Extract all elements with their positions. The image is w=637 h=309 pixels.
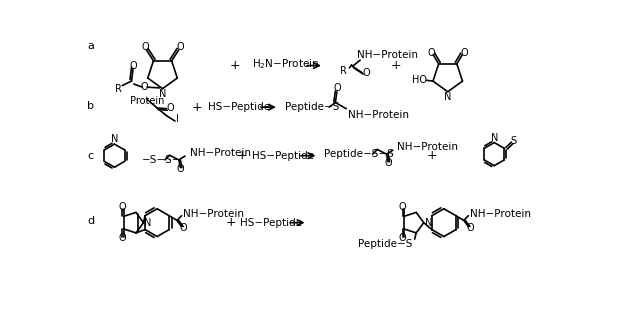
Text: NH−Protein: NH−Protein <box>183 209 244 219</box>
Text: Peptide−S: Peptide−S <box>358 239 412 249</box>
Text: H$_2$N−Protein: H$_2$N−Protein <box>252 57 319 71</box>
Text: Peptide−S: Peptide−S <box>285 102 340 112</box>
Text: d: d <box>87 216 94 226</box>
Text: NH−Protein: NH−Protein <box>470 209 531 219</box>
Text: N: N <box>159 89 166 99</box>
Text: O: O <box>129 61 137 70</box>
Text: O: O <box>176 164 184 174</box>
Text: +: + <box>225 216 236 229</box>
Text: Peptide−S−S: Peptide−S−S <box>324 149 394 159</box>
Text: N: N <box>111 134 118 145</box>
Text: R: R <box>340 66 347 76</box>
Text: O: O <box>118 202 126 212</box>
Text: O: O <box>166 103 174 113</box>
Text: NH−Protein: NH−Protein <box>357 50 418 60</box>
Text: O: O <box>399 202 406 212</box>
Text: O: O <box>141 42 148 52</box>
Text: +: + <box>390 59 401 72</box>
Text: NH−Protein: NH−Protein <box>397 142 459 152</box>
Text: +: + <box>427 149 438 162</box>
Text: O: O <box>141 82 148 92</box>
Text: O: O <box>384 158 392 168</box>
Text: Protein: Protein <box>130 96 164 106</box>
Text: b: b <box>87 101 94 111</box>
Text: O: O <box>461 48 468 58</box>
Text: N: N <box>490 133 498 143</box>
Text: +: + <box>192 101 203 114</box>
Text: NH−Protein: NH−Protein <box>190 148 251 158</box>
Text: O: O <box>362 67 370 78</box>
Text: HS−Peptide: HS−Peptide <box>240 218 302 228</box>
Text: c: c <box>87 151 94 161</box>
Text: a: a <box>87 41 94 51</box>
Text: HS−Peptide: HS−Peptide <box>252 151 314 161</box>
Text: O: O <box>176 42 184 52</box>
Text: I: I <box>176 114 179 125</box>
Text: −S−S−: −S−S− <box>141 155 181 165</box>
Text: O: O <box>118 233 126 243</box>
Text: HO: HO <box>412 74 427 85</box>
Text: O: O <box>427 48 434 58</box>
Text: HS−Peptide: HS−Peptide <box>208 102 269 112</box>
Text: +: + <box>237 149 248 162</box>
Text: O: O <box>466 223 474 233</box>
Text: O: O <box>180 223 187 233</box>
Text: N: N <box>444 92 452 102</box>
Text: N: N <box>425 218 432 228</box>
Text: NH−Protein: NH−Protein <box>348 110 409 120</box>
Text: S: S <box>510 136 517 146</box>
Text: +: + <box>229 59 240 72</box>
Text: O: O <box>399 233 406 243</box>
Text: R: R <box>115 84 122 94</box>
Text: N: N <box>145 218 152 228</box>
Text: O: O <box>333 83 341 93</box>
